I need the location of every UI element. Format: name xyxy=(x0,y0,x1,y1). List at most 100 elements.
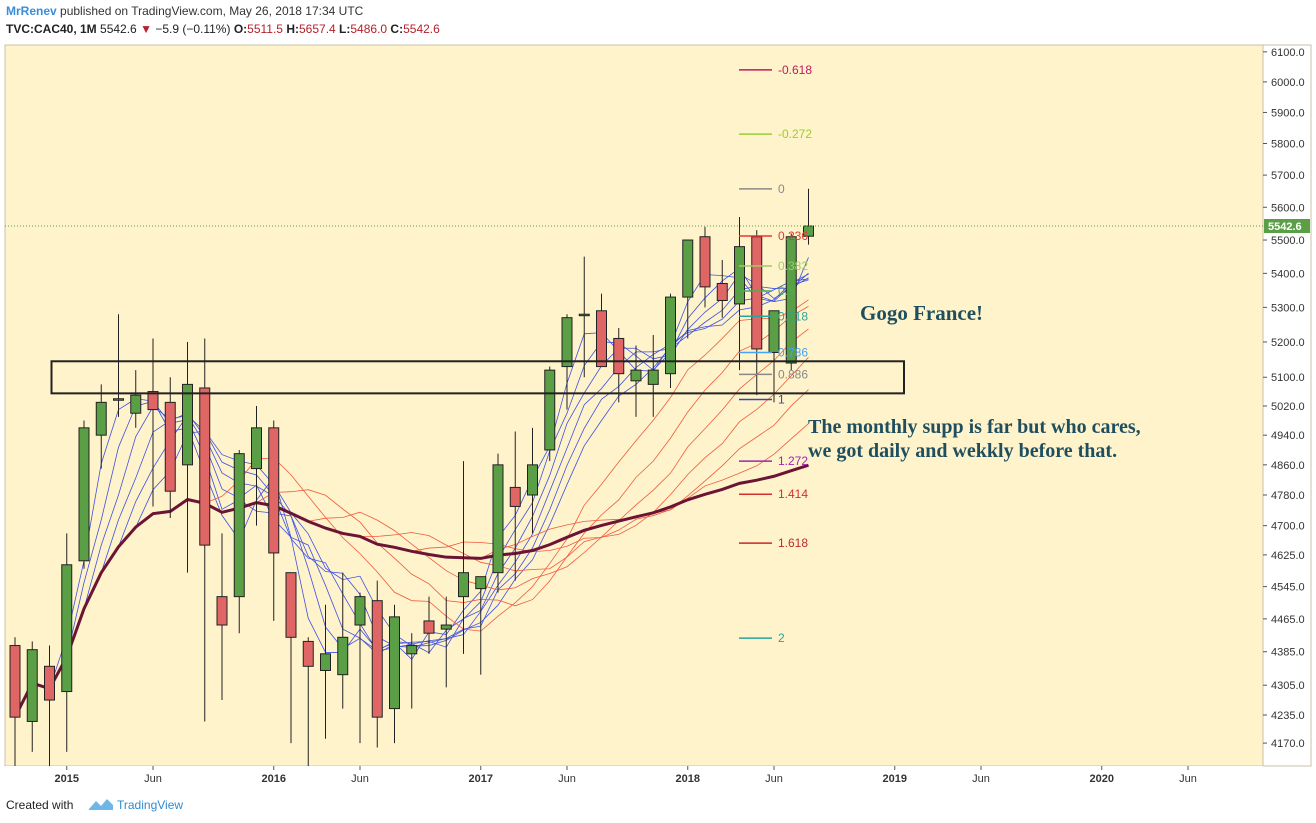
fib-levels: -0.618 -0.272 0 0.236 0.382 0.5 0.618 0.786 0.88… xyxy=(739,63,812,645)
x-tick-label: 2020 xyxy=(1090,773,1114,785)
x-tick-label: Jun xyxy=(144,773,162,785)
axes: 4170.0 4235.0 4305.0 4385.0 4465.0 4545.0 4625… xyxy=(5,47,1310,785)
x-tick-label: Jun xyxy=(1179,773,1197,785)
price-change: −5.9 (−0.11%) xyxy=(155,22,231,36)
fib-label: 1.618 xyxy=(778,536,808,550)
open-label: O: xyxy=(233,22,248,36)
candle-body xyxy=(509,486,521,507)
fib-label: -0.272 xyxy=(778,127,812,141)
y-tick-label: 4780.0 xyxy=(1271,490,1305,502)
x-tick-label: Jun xyxy=(972,773,990,785)
fib-label: 1.272 xyxy=(778,454,808,468)
open-value: 5511.5 xyxy=(247,22,283,36)
tradingview-brand[interactable]: TradingView xyxy=(117,798,184,812)
last-price-badge xyxy=(1264,219,1310,233)
y-tick-label: 4235.0 xyxy=(1271,710,1305,722)
y-tick-label: 4385.0 xyxy=(1271,647,1305,659)
y-tick-label: 5100.0 xyxy=(1271,372,1305,384)
candle-body xyxy=(320,653,331,671)
x-tick-label: 2018 xyxy=(676,773,700,785)
y-tick-label: 5700.0 xyxy=(1271,170,1305,182)
candle-body xyxy=(389,616,400,710)
last-price: 5542.6 xyxy=(100,22,137,36)
y-tick-label: 6100.0 xyxy=(1271,47,1305,59)
y-tick-label: 6000.0 xyxy=(1271,77,1305,89)
published-text: published on TradingView.com, May 26, 20… xyxy=(60,4,364,18)
fib-label: 2 xyxy=(778,631,785,645)
price-chart[interactable]: -0.618 -0.272 0 0.236 0.382 0.5 0.618 0.786 0.88… xyxy=(0,40,1316,796)
high-value: 5657.4 xyxy=(299,22,336,36)
candle-body xyxy=(596,310,607,368)
candle-body xyxy=(251,427,262,470)
candle-body xyxy=(527,464,538,496)
y-tick-label: 4625.0 xyxy=(1271,550,1305,562)
candle-body xyxy=(302,640,314,667)
y-tick-label: 4305.0 xyxy=(1271,680,1305,692)
candle-body xyxy=(130,394,142,414)
y-tick-label: 4170.0 xyxy=(1271,738,1305,750)
price-axis[interactable] xyxy=(1262,44,1312,767)
candle-body xyxy=(61,564,73,693)
candle-body xyxy=(285,572,297,638)
fib-label: -0.618 xyxy=(778,63,812,77)
candle-body xyxy=(337,636,349,676)
publish-line: MrRenev published on TradingView.com, Ma… xyxy=(6,4,363,18)
fib-label: 0.5 xyxy=(778,284,795,298)
candle-body xyxy=(544,369,556,451)
annotation-title: Gogo France! xyxy=(860,301,983,325)
y-tick-label: 4545.0 xyxy=(1271,582,1305,594)
candles xyxy=(9,188,905,766)
candle-body xyxy=(199,387,211,546)
down-arrow-icon: ▼ xyxy=(140,22,152,36)
y-tick-label: 5600.0 xyxy=(1271,202,1305,214)
annotation-line-1: The monthly supp is far but who cares, xyxy=(808,416,1141,438)
candle-body xyxy=(371,600,383,718)
candle-body xyxy=(440,624,452,630)
time-axis[interactable] xyxy=(5,766,1263,794)
candle-body xyxy=(9,645,21,718)
candle-body xyxy=(233,453,245,598)
candle-body xyxy=(147,391,159,411)
candle-body xyxy=(78,427,90,562)
support-zone-box xyxy=(50,360,905,395)
candle-body xyxy=(578,313,590,317)
candle-body xyxy=(26,649,38,722)
x-tick-label: Jun xyxy=(351,773,369,785)
x-tick-label: 2015 xyxy=(55,773,79,785)
chart-header: MrRenev published on TradingView.com, Ma… xyxy=(0,0,1316,40)
candle-body xyxy=(803,225,814,237)
low-label: L: xyxy=(339,22,351,36)
y-tick-label: 5020.0 xyxy=(1271,401,1305,413)
y-tick-label: 5300.0 xyxy=(1271,302,1305,314)
candle-body xyxy=(406,645,418,655)
candle-body xyxy=(630,369,642,382)
y-tick-label: 4940.0 xyxy=(1271,430,1305,442)
fib-label: 0.886 xyxy=(778,367,808,381)
candle-body xyxy=(699,236,711,288)
plot-area[interactable] xyxy=(4,44,1264,767)
candle-body xyxy=(492,464,504,574)
candle-body xyxy=(647,369,659,385)
author-name[interactable]: MrRenev xyxy=(6,4,57,18)
candle-body xyxy=(113,398,124,401)
candle-body xyxy=(182,383,193,466)
fib-label: 0.236 xyxy=(778,229,808,243)
candle-body xyxy=(665,296,676,375)
y-tick-label: 5400.0 xyxy=(1271,268,1305,280)
candle-body xyxy=(423,620,435,634)
annotations: Gogo France! The monthly supp is far but … xyxy=(808,301,1141,462)
close-value: 5542.6 xyxy=(403,22,440,36)
candle-body xyxy=(95,401,107,436)
candle-body xyxy=(613,337,625,375)
candle-body xyxy=(164,401,176,492)
fib-label: 0.382 xyxy=(778,259,808,273)
candle-body xyxy=(458,572,469,598)
candle-body xyxy=(734,246,745,305)
y-tick-label: 5200.0 xyxy=(1271,337,1305,349)
x-tick-label: 2019 xyxy=(883,773,907,785)
last-price-badge-label: 5542.6 xyxy=(1268,221,1302,233)
y-tick-label: 4700.0 xyxy=(1271,521,1305,533)
fib-label: 0 xyxy=(778,182,785,196)
fib-label: 1 xyxy=(778,392,785,406)
moving-averages xyxy=(13,257,809,718)
